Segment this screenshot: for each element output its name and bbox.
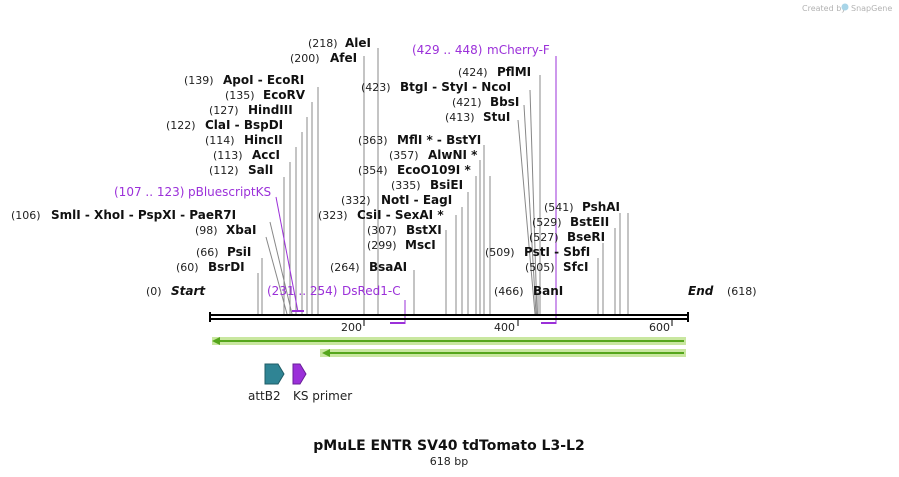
attb2-feature[interactable] bbox=[264, 363, 285, 385]
site-pos: (114) bbox=[205, 134, 235, 147]
site-label[interactable]: BtgI - StyI - NcoI bbox=[400, 80, 511, 94]
primer-range: (231 .. 254) bbox=[267, 284, 337, 298]
site-pos: (307) bbox=[367, 224, 397, 237]
site-label[interactable]: AleI bbox=[345, 36, 371, 50]
site-label[interactable]: AlwNI * bbox=[428, 148, 478, 162]
site-label[interactable]: PflMI bbox=[497, 65, 531, 79]
site-label[interactable]: BsiEI bbox=[430, 178, 463, 192]
site-pos: (363) bbox=[358, 134, 388, 147]
primer-label[interactable]: pBluescriptKS bbox=[188, 185, 271, 199]
site-label[interactable]: StuI bbox=[483, 110, 510, 124]
site-label[interactable]: MflI * - BstYI bbox=[397, 133, 481, 147]
site-label[interactable]: BstXI bbox=[406, 223, 442, 237]
backbone bbox=[209, 312, 689, 322]
site-pos: (529) bbox=[532, 216, 562, 229]
site-pos: (466) bbox=[494, 285, 524, 298]
site-label[interactable]: PsiI bbox=[227, 245, 251, 259]
site-label[interactable]: ClaI - BspDI bbox=[205, 118, 283, 132]
site-pos: (264) bbox=[330, 261, 360, 274]
site-pos: (127) bbox=[209, 104, 239, 117]
site-label[interactable]: BsrDI bbox=[208, 260, 245, 274]
axis-ticks bbox=[363, 320, 673, 326]
tick-400: 400 bbox=[494, 321, 515, 334]
site-label[interactable]: ApoI - EcoRI bbox=[223, 73, 304, 87]
tick-200: 200 bbox=[341, 321, 362, 334]
site-pos: (423) bbox=[361, 81, 391, 94]
end-label: End bbox=[688, 284, 714, 298]
credit-text: Created by bbox=[802, 4, 846, 13]
primer-marks bbox=[292, 310, 556, 324]
site-pos: (218) bbox=[308, 37, 338, 50]
site-label[interactable]: BanI bbox=[533, 284, 563, 298]
site-label[interactable]: HincII bbox=[244, 133, 283, 147]
site-label[interactable]: BstEII bbox=[570, 215, 609, 229]
site-pos: (527) bbox=[529, 231, 559, 244]
site-pos: (541) bbox=[544, 201, 574, 214]
site-label[interactable]: BseRI bbox=[567, 230, 605, 244]
site-label[interactable]: SmlI - XhoI - PspXI - PaeR7I bbox=[51, 208, 236, 222]
site-pos: (413) bbox=[445, 111, 475, 124]
site-label[interactable]: HindIII bbox=[248, 103, 293, 117]
site-label[interactable]: EcoO109I * bbox=[397, 163, 471, 177]
site-pos: (200) bbox=[290, 52, 320, 65]
site-pos: (98) bbox=[195, 224, 218, 237]
site-label[interactable]: NotI - EagI bbox=[381, 193, 452, 207]
map-title: pMuLE ENTR SV40 tdTomato L3-L2 bbox=[313, 438, 584, 454]
site-pos: (335) bbox=[391, 179, 421, 192]
snapgene-logo-icon bbox=[841, 3, 849, 11]
site-label[interactable]: SfcI bbox=[563, 260, 588, 274]
brand-text: SnapGene bbox=[851, 4, 892, 13]
site-label[interactable]: XbaI bbox=[226, 223, 256, 237]
site-pos: (505) bbox=[525, 261, 555, 274]
site-label[interactable]: CsiI - SexAI * bbox=[357, 208, 444, 222]
site-pos: (509) bbox=[485, 246, 515, 259]
primer-range: (107 .. 123) bbox=[114, 185, 184, 199]
site-pos: (424) bbox=[458, 66, 488, 79]
primer-label[interactable]: DsRed1-C bbox=[342, 284, 401, 298]
site-pos: (113) bbox=[213, 149, 243, 162]
site-pos: (299) bbox=[367, 239, 397, 252]
site-label[interactable]: MscI bbox=[405, 238, 436, 252]
length-label: 618 bp bbox=[430, 455, 468, 468]
site-pos: (60) bbox=[176, 261, 199, 274]
site-label[interactable]: AfeI bbox=[330, 51, 357, 65]
site-label[interactable]: PstI - SbfI bbox=[524, 245, 590, 259]
end-pos: (618) bbox=[727, 285, 757, 298]
site-pos: (106) bbox=[11, 209, 41, 222]
site-label[interactable]: AccI bbox=[252, 148, 280, 162]
attb2-label: attB2 bbox=[248, 389, 281, 403]
orf-arrow-1[interactable] bbox=[212, 337, 686, 345]
site-label[interactable]: PshAI bbox=[582, 200, 620, 214]
site-pos: (332) bbox=[341, 194, 371, 207]
primer-range: (429 .. 448) bbox=[412, 43, 482, 57]
ks-primer-feature[interactable] bbox=[292, 363, 307, 385]
site-pos: (112) bbox=[209, 164, 239, 177]
tick-600: 600 bbox=[649, 321, 670, 334]
site-label[interactable]: EcoRV bbox=[263, 88, 306, 102]
site-pos: (357) bbox=[389, 149, 419, 162]
site-pos: (354) bbox=[358, 164, 388, 177]
ks-primer-label: KS primer bbox=[293, 389, 352, 403]
start-pos: (0) bbox=[146, 285, 162, 298]
site-pos: (323) bbox=[318, 209, 348, 222]
site-label[interactable]: BsaAI bbox=[369, 260, 407, 274]
site-pos: (122) bbox=[166, 119, 196, 132]
start-label: Start bbox=[171, 284, 206, 298]
site-pos: (135) bbox=[225, 89, 255, 102]
orf-arrow-2[interactable] bbox=[320, 349, 686, 357]
site-pos: (139) bbox=[184, 74, 214, 87]
site-pos: (66) bbox=[196, 246, 219, 259]
site-pos: (421) bbox=[452, 96, 482, 109]
site-label[interactable]: BbsI bbox=[490, 95, 519, 109]
site-connectors bbox=[257, 48, 629, 315]
primer-label[interactable]: mCherry-F bbox=[487, 43, 550, 57]
site-label[interactable]: SalI bbox=[248, 163, 273, 177]
